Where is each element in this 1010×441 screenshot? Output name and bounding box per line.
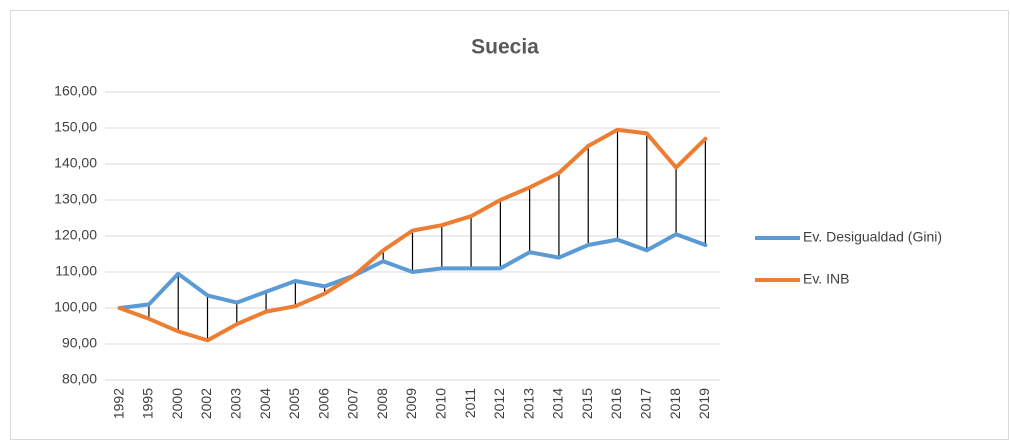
x-tick-label: 1992: [110, 388, 126, 419]
x-tick-label: 2008: [374, 388, 390, 419]
y-tick-label: 120,00: [54, 227, 97, 243]
x-tick-label: 1995: [140, 388, 156, 419]
x-tick-label: 2017: [637, 388, 653, 419]
x-tick-label: 2003: [227, 388, 243, 419]
chart-frame: [10, 10, 1009, 440]
series-line: [117, 127, 708, 343]
y-tick-label: 140,00: [54, 155, 97, 171]
x-tick-label: 2011: [462, 388, 478, 418]
series-line: [117, 232, 708, 310]
x-tick-label: 2009: [403, 388, 419, 419]
x-tick-label: 2016: [608, 388, 624, 419]
x-tick-label: 2005: [286, 388, 302, 419]
x-tick-label: 2007: [345, 388, 361, 419]
y-tick-label: 130,00: [54, 191, 97, 207]
x-tick-label: 2006: [315, 388, 331, 419]
x-tick-label: 2019: [696, 388, 712, 419]
y-tick-label: 150,00: [54, 119, 97, 135]
chart-title: Suecia: [471, 36, 539, 59]
y-tick-label: 80,00: [62, 371, 97, 387]
y-tick-label: 90,00: [62, 335, 97, 351]
x-tick-label: 2004: [257, 388, 273, 419]
x-tick-label: 2002: [198, 388, 214, 419]
legend-label: Ev. Desigualdad (Gini): [803, 229, 942, 245]
x-tick-label: 2012: [491, 388, 507, 419]
x-tick-label: 2013: [520, 388, 536, 419]
x-tick-label: 2000: [169, 388, 185, 419]
legend-label: Ev. INB: [803, 271, 849, 287]
x-tick-label: 2014: [550, 388, 566, 419]
y-tick-label: 110,00: [55, 263, 97, 279]
x-tick-label: 2010: [432, 388, 448, 419]
x-tick-label: 2015: [579, 388, 595, 419]
y-tick-label: 160,00: [54, 83, 97, 99]
y-tick-label: 100,00: [54, 299, 97, 315]
x-tick-label: 2018: [667, 388, 683, 419]
